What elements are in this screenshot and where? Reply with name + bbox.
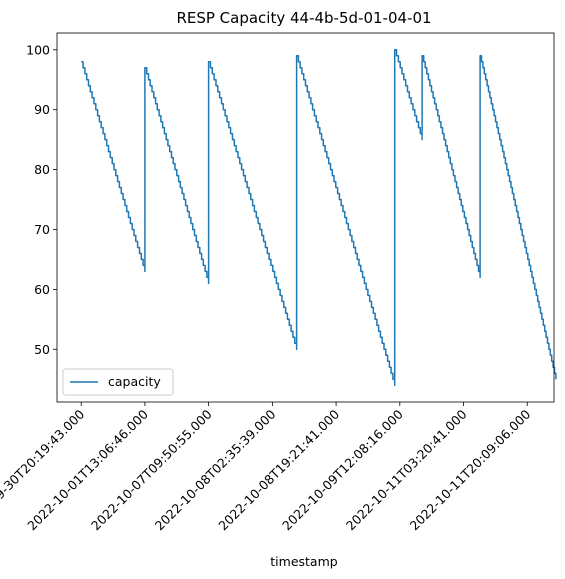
x-tick-label: 2022-10-07T09:50:55.000 xyxy=(88,406,215,533)
y-tick-label: 90 xyxy=(34,102,50,117)
x-tick-label: 2022-10-08T02:35:39.000 xyxy=(152,406,279,533)
x-axis-ticks: 2022-09-30T20:19:43.0002022-10-01T13:06:… xyxy=(0,402,533,533)
x-tick-label: 2022-10-11T03:20:41.000 xyxy=(343,406,470,533)
x-tick-label: 2022-10-11T20:09:06.000 xyxy=(407,406,534,533)
chart-title: RESP Capacity 44-4b-5d-01-04-01 xyxy=(176,9,431,27)
axes-frame xyxy=(56,32,555,403)
series-line-capacity xyxy=(81,49,557,386)
legend-series-label: capacity xyxy=(108,374,161,389)
legend: capacity xyxy=(62,368,174,396)
y-tick-label: 80 xyxy=(34,162,50,177)
y-tick-label: 60 xyxy=(34,282,50,297)
y-tick-label: 100 xyxy=(26,42,50,57)
y-tick-label: 50 xyxy=(34,342,50,357)
y-tick-label: 70 xyxy=(34,222,50,237)
y-axis-ticks: 50 60 70 80 90 100 xyxy=(26,42,57,357)
x-tick-label: 2022-10-08T19:21:41.000 xyxy=(215,406,342,533)
x-tick-label: 2022-10-01T13:06:46.000 xyxy=(24,406,151,533)
x-axis-label: timestamp xyxy=(270,554,337,569)
plot-area xyxy=(56,32,557,403)
x-tick-label: 2022-10-09T12:08:16.000 xyxy=(279,406,406,533)
legend-frame xyxy=(62,368,174,396)
